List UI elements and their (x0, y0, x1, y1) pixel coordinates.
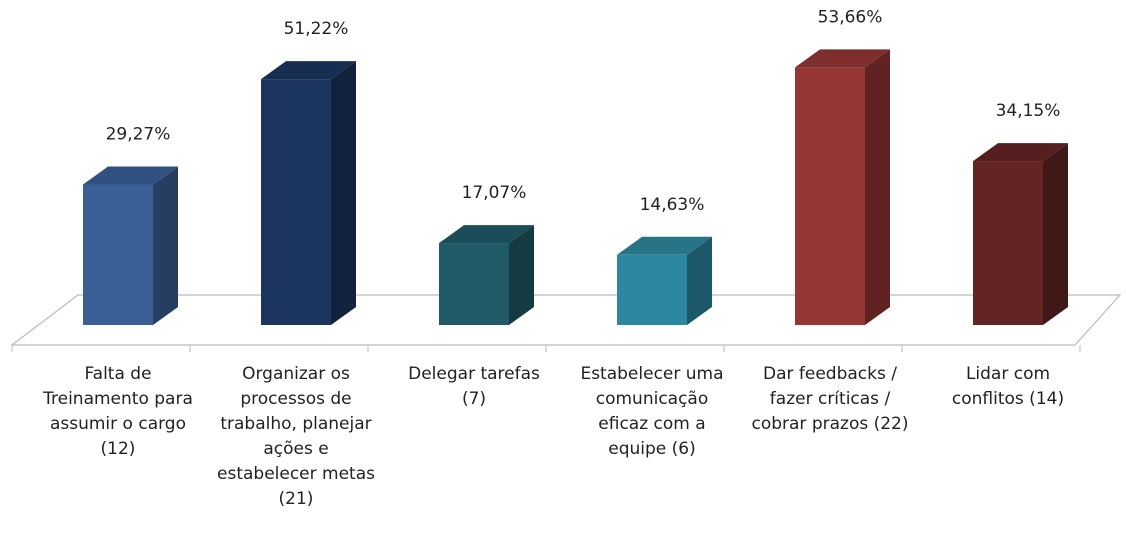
x-tick-label: Lidar com conflitos (14) (951, 364, 1065, 409)
bar (439, 243, 509, 325)
value-label: 29,27% (106, 125, 171, 145)
x-tick-label: Estabelecer uma comunicação eficaz com a… (580, 364, 724, 459)
bar-side (331, 61, 356, 325)
bar (617, 254, 687, 325)
bar-side (687, 236, 712, 325)
x-tick-label: Falta de Treinamento para assumir o carg… (43, 364, 193, 459)
value-label: 53,66% (818, 7, 883, 27)
floor (10, 294, 1122, 346)
bar-side (1043, 143, 1068, 325)
value-label: 51,22% (284, 19, 349, 39)
bar-top (973, 143, 1068, 162)
value-label: 34,15% (996, 101, 1061, 121)
x-tick-label: Dar feedbacks / fazer críticas / cobrar … (751, 364, 909, 434)
bar (795, 67, 865, 325)
bar-top (261, 61, 356, 80)
value-label: 17,07% (462, 183, 527, 203)
bar-top (83, 166, 178, 185)
bar (973, 161, 1043, 325)
bar-side (153, 166, 178, 325)
x-tick-label: Delegar tarefas (7) (408, 364, 540, 409)
bar-side (865, 49, 890, 325)
bar (261, 79, 331, 325)
bar-side (509, 225, 534, 325)
bar-top (795, 49, 890, 68)
bar-top (617, 236, 712, 255)
value-label: 14,63% (640, 195, 705, 215)
bar (83, 184, 153, 325)
x-tick-label: Organizar os processos de trabalho, plan… (217, 364, 375, 509)
bar-top (439, 225, 534, 244)
